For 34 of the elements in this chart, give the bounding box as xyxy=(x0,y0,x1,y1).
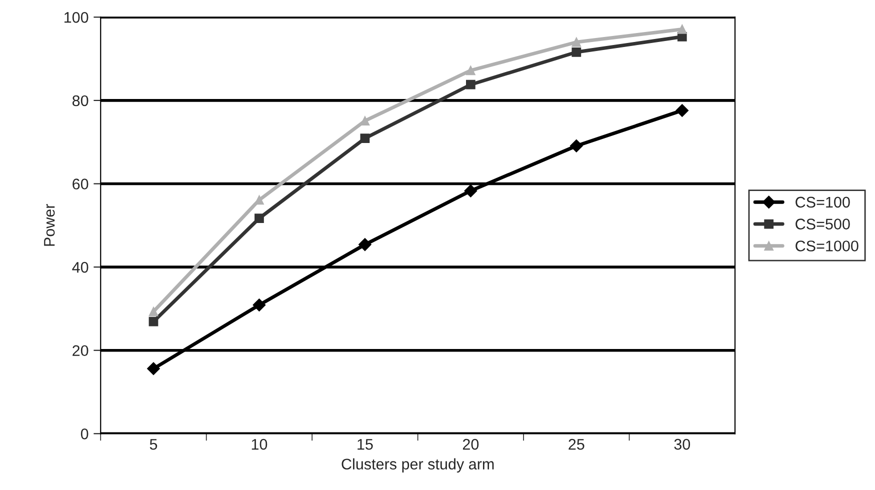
x-tick-label: 5 xyxy=(150,439,158,450)
point xyxy=(254,214,264,224)
point xyxy=(147,362,160,376)
x-tick-label: 20 xyxy=(462,438,479,450)
point xyxy=(464,184,478,198)
y-tick-label: 60 xyxy=(72,178,88,190)
y-tick-label: 20 xyxy=(72,345,88,356)
x-axis-title: Clusters per study arm xyxy=(342,458,494,473)
point xyxy=(360,116,370,126)
point xyxy=(148,316,158,326)
x-tick-label: 25 xyxy=(568,438,584,450)
y-axis-title: Power xyxy=(44,204,55,246)
legend-label: CS=100 xyxy=(796,196,850,208)
y-tick-label: 100 xyxy=(64,12,88,23)
y-tick-label: 80 xyxy=(72,95,88,106)
x-tick-label: 30 xyxy=(674,438,690,450)
point xyxy=(676,104,689,117)
point xyxy=(677,24,687,34)
y-tick-label: 0 xyxy=(80,428,88,440)
point xyxy=(254,195,264,205)
point xyxy=(466,80,476,90)
point xyxy=(466,66,476,76)
y-tick-label: 40 xyxy=(72,262,88,273)
point xyxy=(572,47,582,57)
point xyxy=(252,298,266,312)
legend-label: CS=500 xyxy=(796,218,850,230)
point xyxy=(358,238,372,251)
point xyxy=(570,139,583,152)
point xyxy=(148,306,158,316)
legend-label: CS=1000 xyxy=(796,240,858,252)
point xyxy=(572,37,582,47)
point xyxy=(360,134,370,144)
x-tick-label: 10 xyxy=(252,438,268,450)
x-tick-label: 15 xyxy=(358,439,373,450)
